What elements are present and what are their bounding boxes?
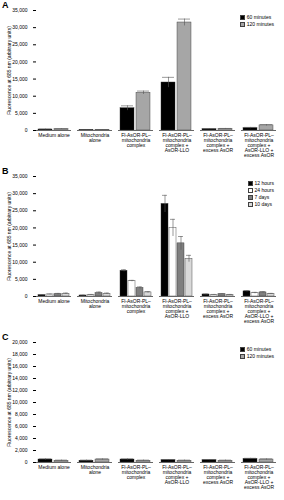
svg-text:Mitochondriaalone: Mitochondriaalone bbox=[81, 464, 110, 475]
svg-text:12,000: 12,000 bbox=[12, 387, 28, 393]
html-text:24 hours: 24 hours bbox=[254, 187, 274, 193]
svg-text:2,000: 2,000 bbox=[15, 447, 28, 453]
svg-text:10,000: 10,000 bbox=[12, 259, 28, 265]
svg-text:Mitochondriaalone: Mitochondriaalone bbox=[81, 298, 110, 309]
svg-text:Medium alone: Medium alone bbox=[38, 298, 70, 304]
svg-text:25,000: 25,000 bbox=[12, 207, 28, 213]
svg-text:20,000: 20,000 bbox=[12, 225, 28, 231]
svg-text:20,000: 20,000 bbox=[12, 339, 28, 345]
svg-text:Medium alone: Medium alone bbox=[38, 132, 70, 138]
html-text:120 minutes: 120 minutes bbox=[246, 21, 274, 27]
svg-text:15,000: 15,000 bbox=[12, 242, 28, 248]
html-text:12 hours: 12 hours bbox=[254, 180, 274, 186]
svg-text:16,000: 16,000 bbox=[12, 363, 28, 369]
svg-text:Fl-AsOR-PL–mitochondriacomplex: Fl-AsOR-PL–mitochondriacomplex +AsOR-LLO… bbox=[244, 132, 274, 158]
svg-text:Fl-AsOR-PL–mitochondriacomplex: Fl-AsOR-PL–mitochondriacomplex bbox=[121, 132, 151, 148]
svg-text:35,000: 35,000 bbox=[12, 173, 28, 179]
svg-text:Fl-AsOR-PL–mitochondriacomplex: Fl-AsOR-PL–mitochondriacomplex +AsOR-LLO bbox=[162, 464, 192, 485]
svg-text:10,000: 10,000 bbox=[12, 93, 28, 99]
svg-text:8,000: 8,000 bbox=[15, 411, 28, 417]
svg-text:Fl-AsOR-PL–mitochondriacomplex: Fl-AsOR-PL–mitochondriacomplex +excess A… bbox=[203, 132, 233, 153]
svg-text:20,000: 20,000 bbox=[12, 59, 28, 65]
svg-text:Fl-AsOR-PL–mitochondriacomplex: Fl-AsOR-PL–mitochondriacomplex bbox=[121, 298, 151, 314]
svg-text:Mitochondriaalone: Mitochondriaalone bbox=[81, 132, 110, 143]
svg-text:6,000: 6,000 bbox=[15, 423, 28, 429]
svg-text:15,000: 15,000 bbox=[12, 76, 28, 82]
svg-text:Medium alone: Medium alone bbox=[38, 464, 70, 470]
svg-text:10,000: 10,000 bbox=[12, 399, 28, 405]
html-text:B: B bbox=[2, 166, 9, 176]
svg-text:Fluorescence at 685 nm (arbitr: Fluorescence at 685 nm (arbitrary units) bbox=[6, 358, 12, 447]
svg-text:25,000: 25,000 bbox=[12, 41, 28, 47]
html-text:10 days: 10 days bbox=[254, 201, 272, 207]
svg-text:30,000: 30,000 bbox=[12, 24, 28, 30]
html-text:C: C bbox=[2, 332, 9, 342]
html-text:A: A bbox=[2, 0, 9, 10]
html-text:60 minutes: 60 minutes bbox=[246, 346, 272, 352]
svg-text:Fl-AsOR-PL–mitochondriacomplex: Fl-AsOR-PL–mitochondriacomplex +AsOR-LLO… bbox=[244, 298, 274, 324]
html-text:7 days: 7 days bbox=[254, 194, 270, 200]
svg-text:18,000: 18,000 bbox=[12, 351, 28, 357]
svg-text:Fl-AsOR-PL–mitochondriacomplex: Fl-AsOR-PL–mitochondriacomplex bbox=[121, 464, 151, 480]
html-text:120 minutes: 120 minutes bbox=[246, 353, 274, 359]
svg-text:Fl-AsOR-PL–mitochondriacomplex: Fl-AsOR-PL–mitochondriacomplex +excess A… bbox=[203, 464, 233, 485]
svg-text:Fluorescence at 685 nm (arbitr: Fluorescence at 685 nm (arbitrary units) bbox=[6, 192, 12, 281]
svg-text:5,000: 5,000 bbox=[15, 276, 28, 282]
svg-text:0: 0 bbox=[25, 293, 28, 299]
svg-text:5,000: 5,000 bbox=[15, 110, 28, 116]
svg-text:14,000: 14,000 bbox=[12, 375, 28, 381]
svg-text:4,000: 4,000 bbox=[15, 435, 28, 441]
svg-text:Fluorescence at 685 nm (arbitr: Fluorescence at 685 nm (arbitrary units) bbox=[6, 26, 12, 115]
html-text:60 minutes: 60 minutes bbox=[246, 14, 272, 20]
svg-text:30,000: 30,000 bbox=[12, 190, 28, 196]
svg-text:Fl-AsOR-PL–mitochondriacomplex: Fl-AsOR-PL–mitochondriacomplex +AsOR-LLO bbox=[162, 298, 192, 319]
svg-text:35,000: 35,000 bbox=[12, 7, 28, 13]
svg-text:Fl-AsOR-PL–mitochondriacomplex: Fl-AsOR-PL–mitochondriacomplex +AsOR-LLO bbox=[162, 132, 192, 153]
svg-text:0: 0 bbox=[25, 459, 28, 465]
svg-text:0: 0 bbox=[25, 127, 28, 133]
svg-text:Fl-AsOR-PL–mitochondriacomplex: Fl-AsOR-PL–mitochondriacomplex +AsOR-LLO… bbox=[244, 464, 274, 490]
svg-text:Fl-AsOR-PL–mitochondriacomplex: Fl-AsOR-PL–mitochondriacomplex +excess A… bbox=[203, 298, 233, 319]
